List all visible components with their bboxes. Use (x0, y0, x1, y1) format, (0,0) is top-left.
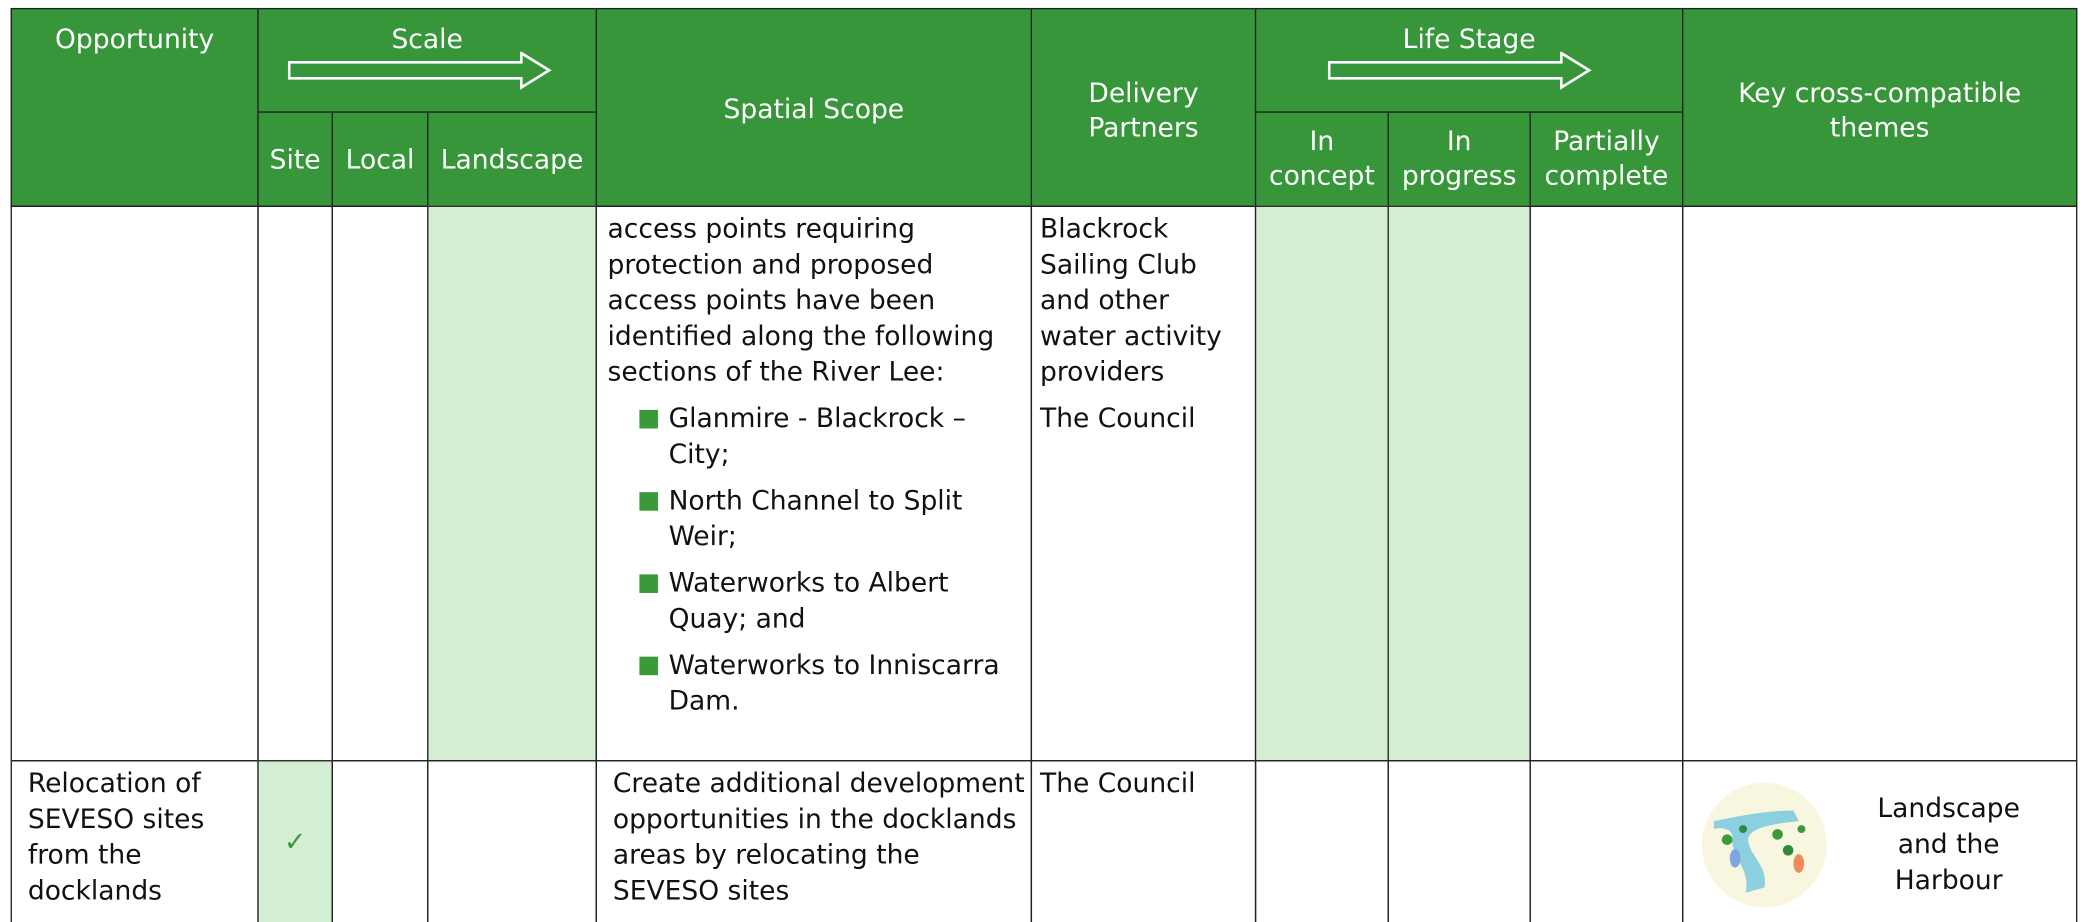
header-cell: Site (257, 111, 333, 207)
header-cell: Partially complete (1529, 111, 1684, 207)
header-cell: Local (331, 111, 429, 207)
bullet: Glanmire - Blackrock – City; (608, 401, 1021, 473)
header-text: In progress (1401, 124, 1517, 192)
arrow (1327, 51, 1592, 90)
bullet: North Channel to Split Weir; (608, 483, 1021, 555)
header-text: Life Stage (1402, 22, 1536, 55)
cell: Relocation of SEVESO sites from the dock… (10, 760, 259, 922)
header-cell: Scale (257, 7, 597, 113)
header-text: Scale (391, 22, 463, 55)
shaded-cell: ✓ (257, 760, 333, 922)
header-cell: Life Stage (1254, 7, 1684, 113)
cell: The Council (1030, 760, 1257, 922)
header-text: Partially complete (1544, 124, 1669, 192)
cell: Landscape and the Harbour (1682, 760, 2078, 922)
paragraph: access points requiring protection and p… (607, 212, 995, 388)
cell (1387, 760, 1531, 922)
header-text: Key cross-compatible themes (1738, 76, 2022, 144)
header-text: Local (345, 143, 415, 176)
shaded-cell (1254, 205, 1389, 762)
shaded-cell (1387, 205, 1531, 762)
paragraph: Create additional development opportunit… (612, 766, 1025, 907)
partner: The Council (1039, 401, 1196, 434)
bullet: Waterworks to Albert Quay; and (608, 565, 1021, 637)
cell (1529, 205, 1684, 762)
cell (331, 205, 429, 762)
opportunity: Relocation of SEVESO sites from the dock… (27, 766, 205, 907)
partner: Blackrock Sailing Club and other water a… (1039, 212, 1222, 388)
header-text: Opportunity (55, 22, 215, 55)
shaded-cell (427, 205, 597, 762)
header-text: Landscape (440, 143, 584, 176)
header-text: In concept (1268, 124, 1375, 192)
cell: access points requiring protection and p… (595, 205, 1033, 762)
header-cell: Opportunity (10, 7, 259, 207)
header-text: Delivery Partners (1088, 76, 1199, 144)
header-text: Site (269, 143, 321, 176)
cell (257, 205, 333, 762)
cell: Blackrock Sailing Club and other water a… (1030, 205, 1257, 762)
header-cell: Spatial Scope (595, 7, 1033, 207)
header-cell: Delivery Partners (1030, 7, 1257, 207)
bullet: Waterworks to Inniscarra Dam. (608, 647, 1021, 719)
header-cell: Landscape (427, 111, 597, 207)
cell (427, 760, 597, 922)
bullet-list: Glanmire - Blackrock – City; North Chann… (608, 401, 1021, 719)
cell (1254, 760, 1389, 922)
theme-icon (1701, 782, 1827, 908)
header-cell: In concept (1254, 111, 1389, 207)
arrow (287, 51, 552, 90)
header-text: Spatial Scope (723, 92, 905, 125)
check-mark: ✓ (284, 825, 307, 857)
header-cell: Key cross-compatible themes (1682, 7, 2078, 207)
partner: The Council (1039, 766, 1196, 799)
cell (10, 205, 259, 762)
cell: Create additional development opportunit… (595, 760, 1033, 922)
header-cell: In progress (1387, 111, 1531, 207)
cell (1682, 205, 2078, 762)
theme-label: Landscape and the Harbour (1877, 791, 2020, 896)
cell (331, 760, 429, 922)
cell (1529, 760, 1684, 922)
